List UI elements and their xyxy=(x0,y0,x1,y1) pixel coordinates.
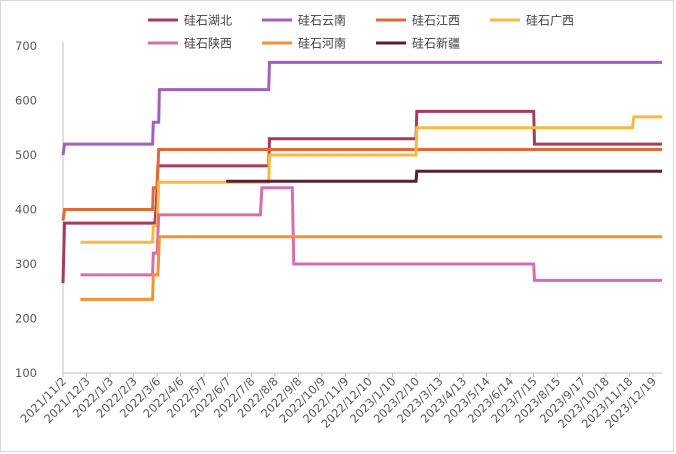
y-axis: 100 200 300 400 500 600 700 xyxy=(15,39,64,380)
legend-label: 硅石新疆 xyxy=(412,36,460,51)
y-tick-label: 500 xyxy=(15,148,37,162)
x-axis: 2021/11/22021/12/32022/1/32022/2/32022/3… xyxy=(18,372,662,431)
y-tick-label: 400 xyxy=(15,203,37,217)
series-line xyxy=(61,148,662,221)
legend-label: 硅石湖北 xyxy=(184,13,232,28)
series-line xyxy=(80,115,662,244)
legend-label: 硅石河南 xyxy=(298,36,346,51)
legend-label: 硅石陕西 xyxy=(184,36,232,51)
series-line xyxy=(226,169,662,183)
legend-label: 硅石云南 xyxy=(298,13,346,28)
y-tick-label: 100 xyxy=(15,366,37,380)
y-tick-label: 200 xyxy=(15,312,37,326)
y-tick-label: 600 xyxy=(15,94,37,108)
legend-label: 硅石江西 xyxy=(412,14,460,28)
series-line xyxy=(80,186,662,282)
series-line xyxy=(80,235,662,301)
y-tick-label: 300 xyxy=(15,257,37,271)
legend-label: 硅石广西 xyxy=(526,14,574,28)
y-tick-label: 700 xyxy=(15,39,37,53)
series-line xyxy=(61,109,662,284)
series-line xyxy=(61,60,662,156)
plot-area xyxy=(61,60,662,301)
